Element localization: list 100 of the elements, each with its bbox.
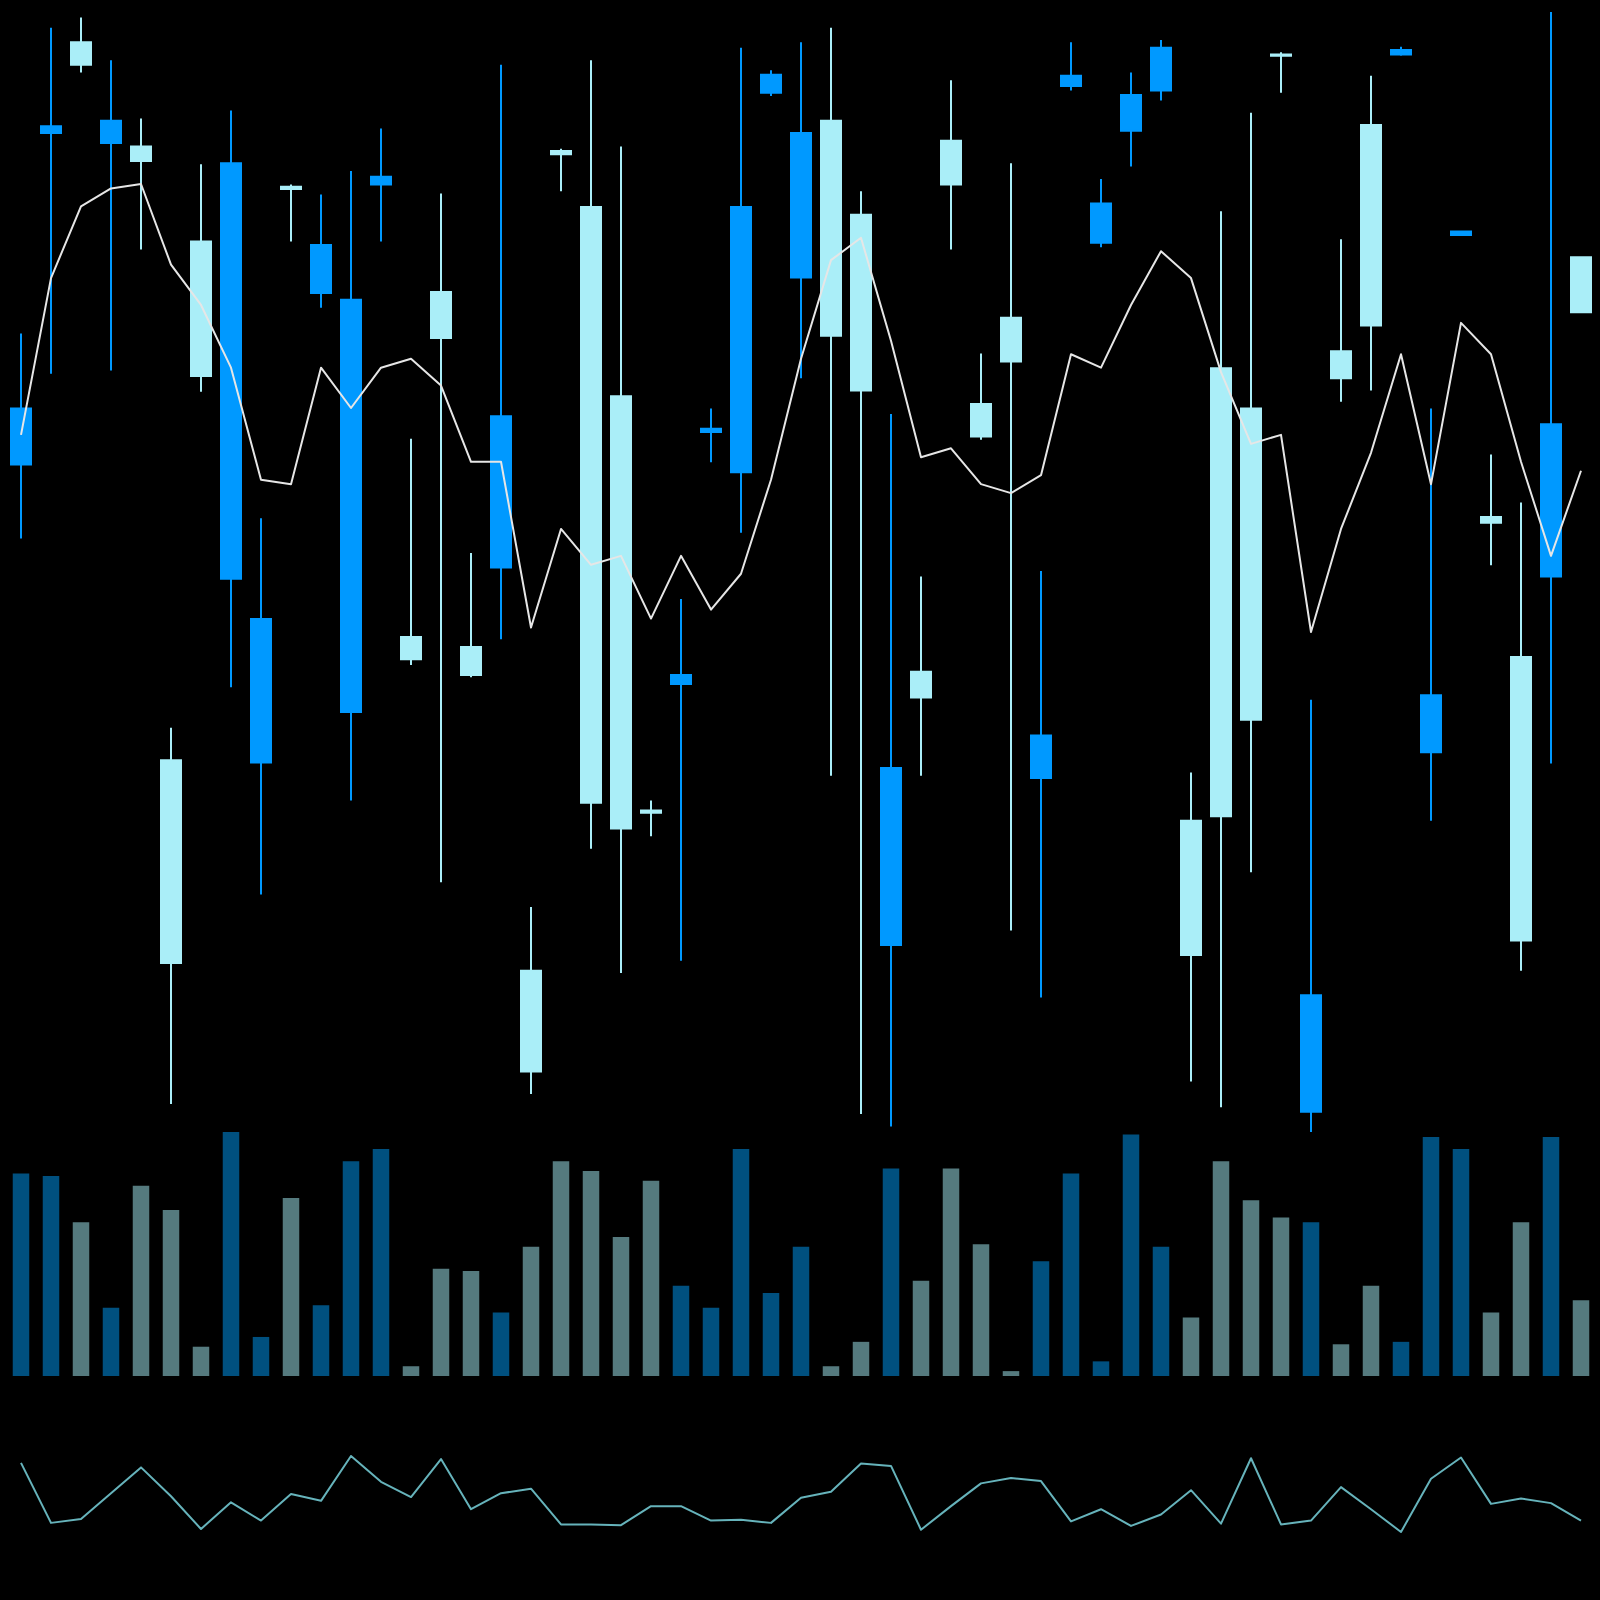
candlestick bbox=[490, 63, 512, 641]
bar bbox=[132, 1185, 150, 1376]
candlestick bbox=[70, 16, 92, 74]
bar bbox=[552, 1161, 570, 1376]
candlestick bbox=[430, 192, 452, 884]
bar bbox=[522, 1246, 540, 1376]
bar bbox=[1452, 1149, 1470, 1376]
bar bbox=[672, 1285, 690, 1376]
bar bbox=[1212, 1161, 1230, 1376]
bar bbox=[432, 1268, 450, 1376]
bar bbox=[912, 1280, 930, 1376]
candlestick bbox=[1000, 162, 1022, 932]
candlestick bbox=[880, 413, 902, 1128]
candlestick bbox=[700, 407, 722, 464]
bar bbox=[222, 1132, 240, 1376]
candlestick bbox=[10, 332, 32, 540]
bar bbox=[72, 1222, 90, 1376]
candlestick bbox=[790, 41, 812, 380]
bar bbox=[1242, 1200, 1260, 1376]
bar bbox=[1092, 1361, 1110, 1376]
bar bbox=[822, 1366, 840, 1376]
candlestick bbox=[670, 597, 692, 962]
bar bbox=[762, 1293, 780, 1376]
bar bbox=[372, 1149, 390, 1376]
bar bbox=[582, 1171, 600, 1376]
candlestick bbox=[280, 183, 302, 243]
candlestick bbox=[550, 147, 572, 193]
candlestick bbox=[220, 109, 242, 689]
candlestick bbox=[1240, 111, 1262, 874]
bar bbox=[1152, 1246, 1170, 1376]
candlestick bbox=[40, 26, 62, 375]
candlestick bbox=[1510, 501, 1532, 972]
candlestick bbox=[1480, 453, 1502, 567]
candlestick bbox=[1300, 698, 1322, 1133]
candlestick bbox=[1390, 45, 1412, 57]
bar bbox=[162, 1210, 180, 1376]
bar bbox=[1422, 1136, 1440, 1376]
candlestick bbox=[1540, 11, 1562, 765]
candlestick bbox=[1570, 256, 1592, 314]
bar bbox=[1572, 1300, 1590, 1376]
bar bbox=[882, 1168, 900, 1376]
bar bbox=[642, 1180, 660, 1376]
candlestick bbox=[1330, 238, 1352, 403]
bar bbox=[792, 1246, 810, 1376]
candlestick bbox=[940, 79, 962, 251]
candlestick bbox=[1030, 569, 1052, 999]
candlestick bbox=[1360, 74, 1382, 392]
bar bbox=[192, 1346, 210, 1376]
bar bbox=[612, 1236, 630, 1376]
bar bbox=[1392, 1341, 1410, 1376]
candlestick bbox=[1180, 771, 1202, 1083]
candlestick bbox=[370, 127, 392, 243]
candlestick bbox=[730, 46, 752, 534]
candlestick bbox=[1150, 39, 1172, 102]
candlestick bbox=[190, 163, 212, 393]
bar bbox=[942, 1168, 960, 1376]
bar bbox=[1272, 1217, 1290, 1376]
bar bbox=[42, 1175, 60, 1376]
bar bbox=[102, 1307, 120, 1376]
bar bbox=[1542, 1136, 1560, 1376]
candlestick bbox=[1450, 230, 1472, 236]
bar bbox=[312, 1305, 330, 1376]
candlestick bbox=[400, 437, 422, 666]
bar bbox=[1512, 1222, 1530, 1376]
bar bbox=[1032, 1261, 1050, 1376]
bar bbox=[492, 1312, 510, 1376]
bar bbox=[282, 1197, 300, 1376]
bar bbox=[342, 1161, 360, 1376]
candlestick bbox=[580, 59, 602, 850]
candlestick bbox=[460, 551, 482, 679]
bar bbox=[1482, 1312, 1500, 1376]
bar bbox=[1062, 1173, 1080, 1376]
candlestick bbox=[640, 799, 662, 838]
candlestick bbox=[310, 193, 332, 309]
candlestick bbox=[1120, 71, 1142, 168]
candlestick bbox=[1420, 407, 1442, 822]
bar bbox=[1362, 1285, 1380, 1376]
bar bbox=[972, 1244, 990, 1376]
bar bbox=[462, 1271, 480, 1376]
candlestick bbox=[1060, 41, 1082, 92]
candlestick bbox=[160, 726, 182, 1105]
candlestick bbox=[1270, 51, 1292, 94]
bar bbox=[1332, 1344, 1350, 1376]
candlestick bbox=[340, 170, 362, 802]
candlestick bbox=[910, 575, 932, 777]
candlestick bbox=[850, 190, 872, 1116]
bar bbox=[1302, 1222, 1320, 1376]
bar bbox=[402, 1366, 420, 1376]
candlestick bbox=[820, 26, 842, 777]
bar bbox=[702, 1307, 720, 1376]
bar bbox=[1122, 1134, 1140, 1376]
candlestick bbox=[1210, 210, 1232, 1109]
candlestick bbox=[100, 59, 122, 372]
candlestick bbox=[130, 117, 152, 251]
bar bbox=[12, 1173, 30, 1376]
candlestick bbox=[520, 905, 542, 1095]
bar bbox=[852, 1341, 870, 1376]
bar bbox=[252, 1336, 270, 1376]
bar bbox=[1182, 1317, 1200, 1376]
candlestick bbox=[610, 145, 632, 974]
